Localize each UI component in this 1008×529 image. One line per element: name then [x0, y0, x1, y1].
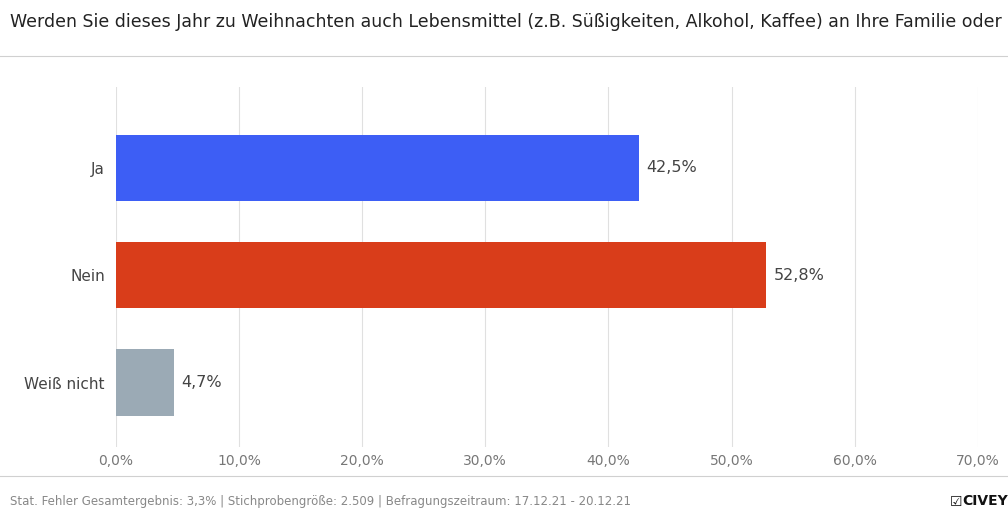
Bar [116, 134, 639, 201]
Text: 42,5%: 42,5% [646, 160, 698, 175]
Text: Werden Sie dieses Jahr zu Weihnachten auch Lebensmittel (z.B. Süßigkeiten, Alkoh: Werden Sie dieses Jahr zu Weihnachten au… [10, 13, 1008, 31]
Text: Stat. Fehler Gesamtergebnis: 3,3% | Stichprobengröße: 2.509 | Befragungszeitraum: Stat. Fehler Gesamtergebnis: 3,3% | Stic… [10, 495, 631, 508]
Bar [116, 349, 173, 416]
Text: 52,8%: 52,8% [773, 268, 825, 282]
Text: 4,7%: 4,7% [181, 375, 222, 390]
Bar [116, 242, 766, 308]
Text: ☑: ☑ [950, 495, 962, 508]
Text: CIVEY: CIVEY [963, 495, 1008, 508]
